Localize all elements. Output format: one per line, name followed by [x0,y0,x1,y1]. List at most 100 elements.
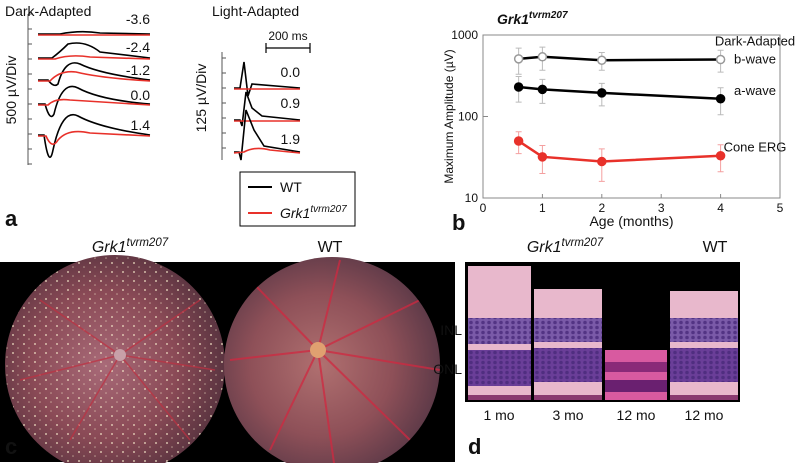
y-axis-label: Maximum Amplitude (µV) [442,49,456,183]
chart-title-superscript: tvrm207 [529,10,568,21]
intensity-label: -3.6 [126,11,150,27]
y-tick-label: 100 [458,110,478,124]
vessels [19,299,216,441]
marker [597,88,607,98]
series-label: a-wave [734,83,776,98]
panel-label: a [5,206,18,231]
legend: WT Grk1tvrm207 [248,179,347,221]
trace [38,98,151,106]
trace [233,147,301,154]
x-tick-label: 2 [598,201,605,215]
dark-scale: 500 µV/Div [3,56,19,125]
trace [234,91,301,127]
legend-label: Grk1tvrm207 [280,204,347,221]
legend-label: WT [280,179,302,195]
scale-ticks [28,13,32,165]
panel-label: d [468,434,481,459]
image-title-base: WT [318,239,343,256]
x-axis-label: Age (months) [589,213,673,229]
group-title-base: Grk1 [527,239,562,256]
column [605,350,667,400]
series-label: b-wave [734,52,776,67]
series-line [518,55,721,62]
column [468,266,531,400]
group-title-base: WT [703,239,728,256]
image-title-superscript: tvrm207 [127,237,169,249]
trace [38,42,151,59]
legend-label-base: Grk1 [280,205,310,221]
scale-ticks [222,57,226,149]
trace [38,130,151,145]
fundus-specks [5,255,225,463]
series-label: Cone ERG [724,140,787,155]
intensity-label: 0.0 [131,87,151,103]
trace [38,85,151,118]
column [670,291,738,400]
intensity-label: -1.2 [126,62,150,78]
histology-labels: Grk1tvrm207 WT INL ONL 1 mo 3 mo 12 mo 12 mo [433,237,727,423]
vessels [229,259,440,463]
age-label: 12 mo [617,407,656,423]
layer-label: INL [440,322,462,338]
trace [234,61,301,97]
legend-box [239,171,356,227]
x-tick-label: 0 [480,201,487,215]
light-title: Light-Adapted [212,3,299,19]
series-line [517,139,721,163]
group-title: WT [703,239,728,256]
layer-label: ONL [433,361,462,377]
dark-title: Dark-Adapted [5,3,91,19]
x-tick-label: 4 [717,201,724,215]
image-titles: Grk1tvrm207 WT [92,237,343,256]
x-tick-label: 3 [658,201,665,215]
legend-label-base: WT [280,179,302,195]
panel-a [27,13,356,227]
marker [715,54,726,65]
chart-title-base: Grk1 [497,11,529,27]
marker [537,52,548,62]
light-scale: 125 µV/Div [193,64,209,133]
chart-title: Grk1tvrm207 [497,10,568,27]
age-label: 12 mo [685,407,724,423]
x-tick-label: 5 [777,201,784,215]
x-tick-label: 1 [539,201,546,215]
marker [597,156,607,167]
marker [513,136,524,146]
intensity-label: 1.4 [131,117,151,133]
trace [38,30,151,35]
trace [38,55,151,60]
y-tick-label: 1000 [451,28,478,42]
intensity-label: 0.9 [281,95,301,111]
marker [513,82,524,92]
marker [513,54,524,64]
optic-disc [114,349,126,361]
y-tick-label: 10 [465,191,479,205]
intensity-label: -2.4 [126,39,150,55]
time-scale: 200 ms [268,29,307,43]
annotation: Dark-Adapted [715,34,795,49]
age-label: 3 mo [552,407,583,423]
column [534,289,602,400]
intensity-label: 1.9 [281,131,301,147]
intensity-labels: -3.6 -2.4 -1.2 0.0 1.4 0.0 0.9 1.9 [126,11,300,147]
trace [38,113,151,159]
intensity-label: 0.0 [281,64,301,80]
plot-label: b [452,210,465,235]
image-title: Grk1tvrm207 [92,237,169,256]
time-scale-bar [265,43,311,53]
marker [715,150,726,161]
optic-disc [310,342,326,358]
marker [537,84,548,95]
image-title: WT [318,239,343,256]
age-label: 1 mo [483,407,514,423]
group-title: Grk1tvrm207 [527,237,604,256]
series-line [518,85,721,101]
marker [537,152,548,162]
panel-b: 0 1 2 3 4 5 10 100 1000 Age (months) Maximum Ampli… [442,10,795,235]
marker [715,94,726,104]
trace [38,70,151,82]
image-title-base: Grk1 [92,239,127,256]
marker [597,55,607,65]
histology [465,262,740,402]
